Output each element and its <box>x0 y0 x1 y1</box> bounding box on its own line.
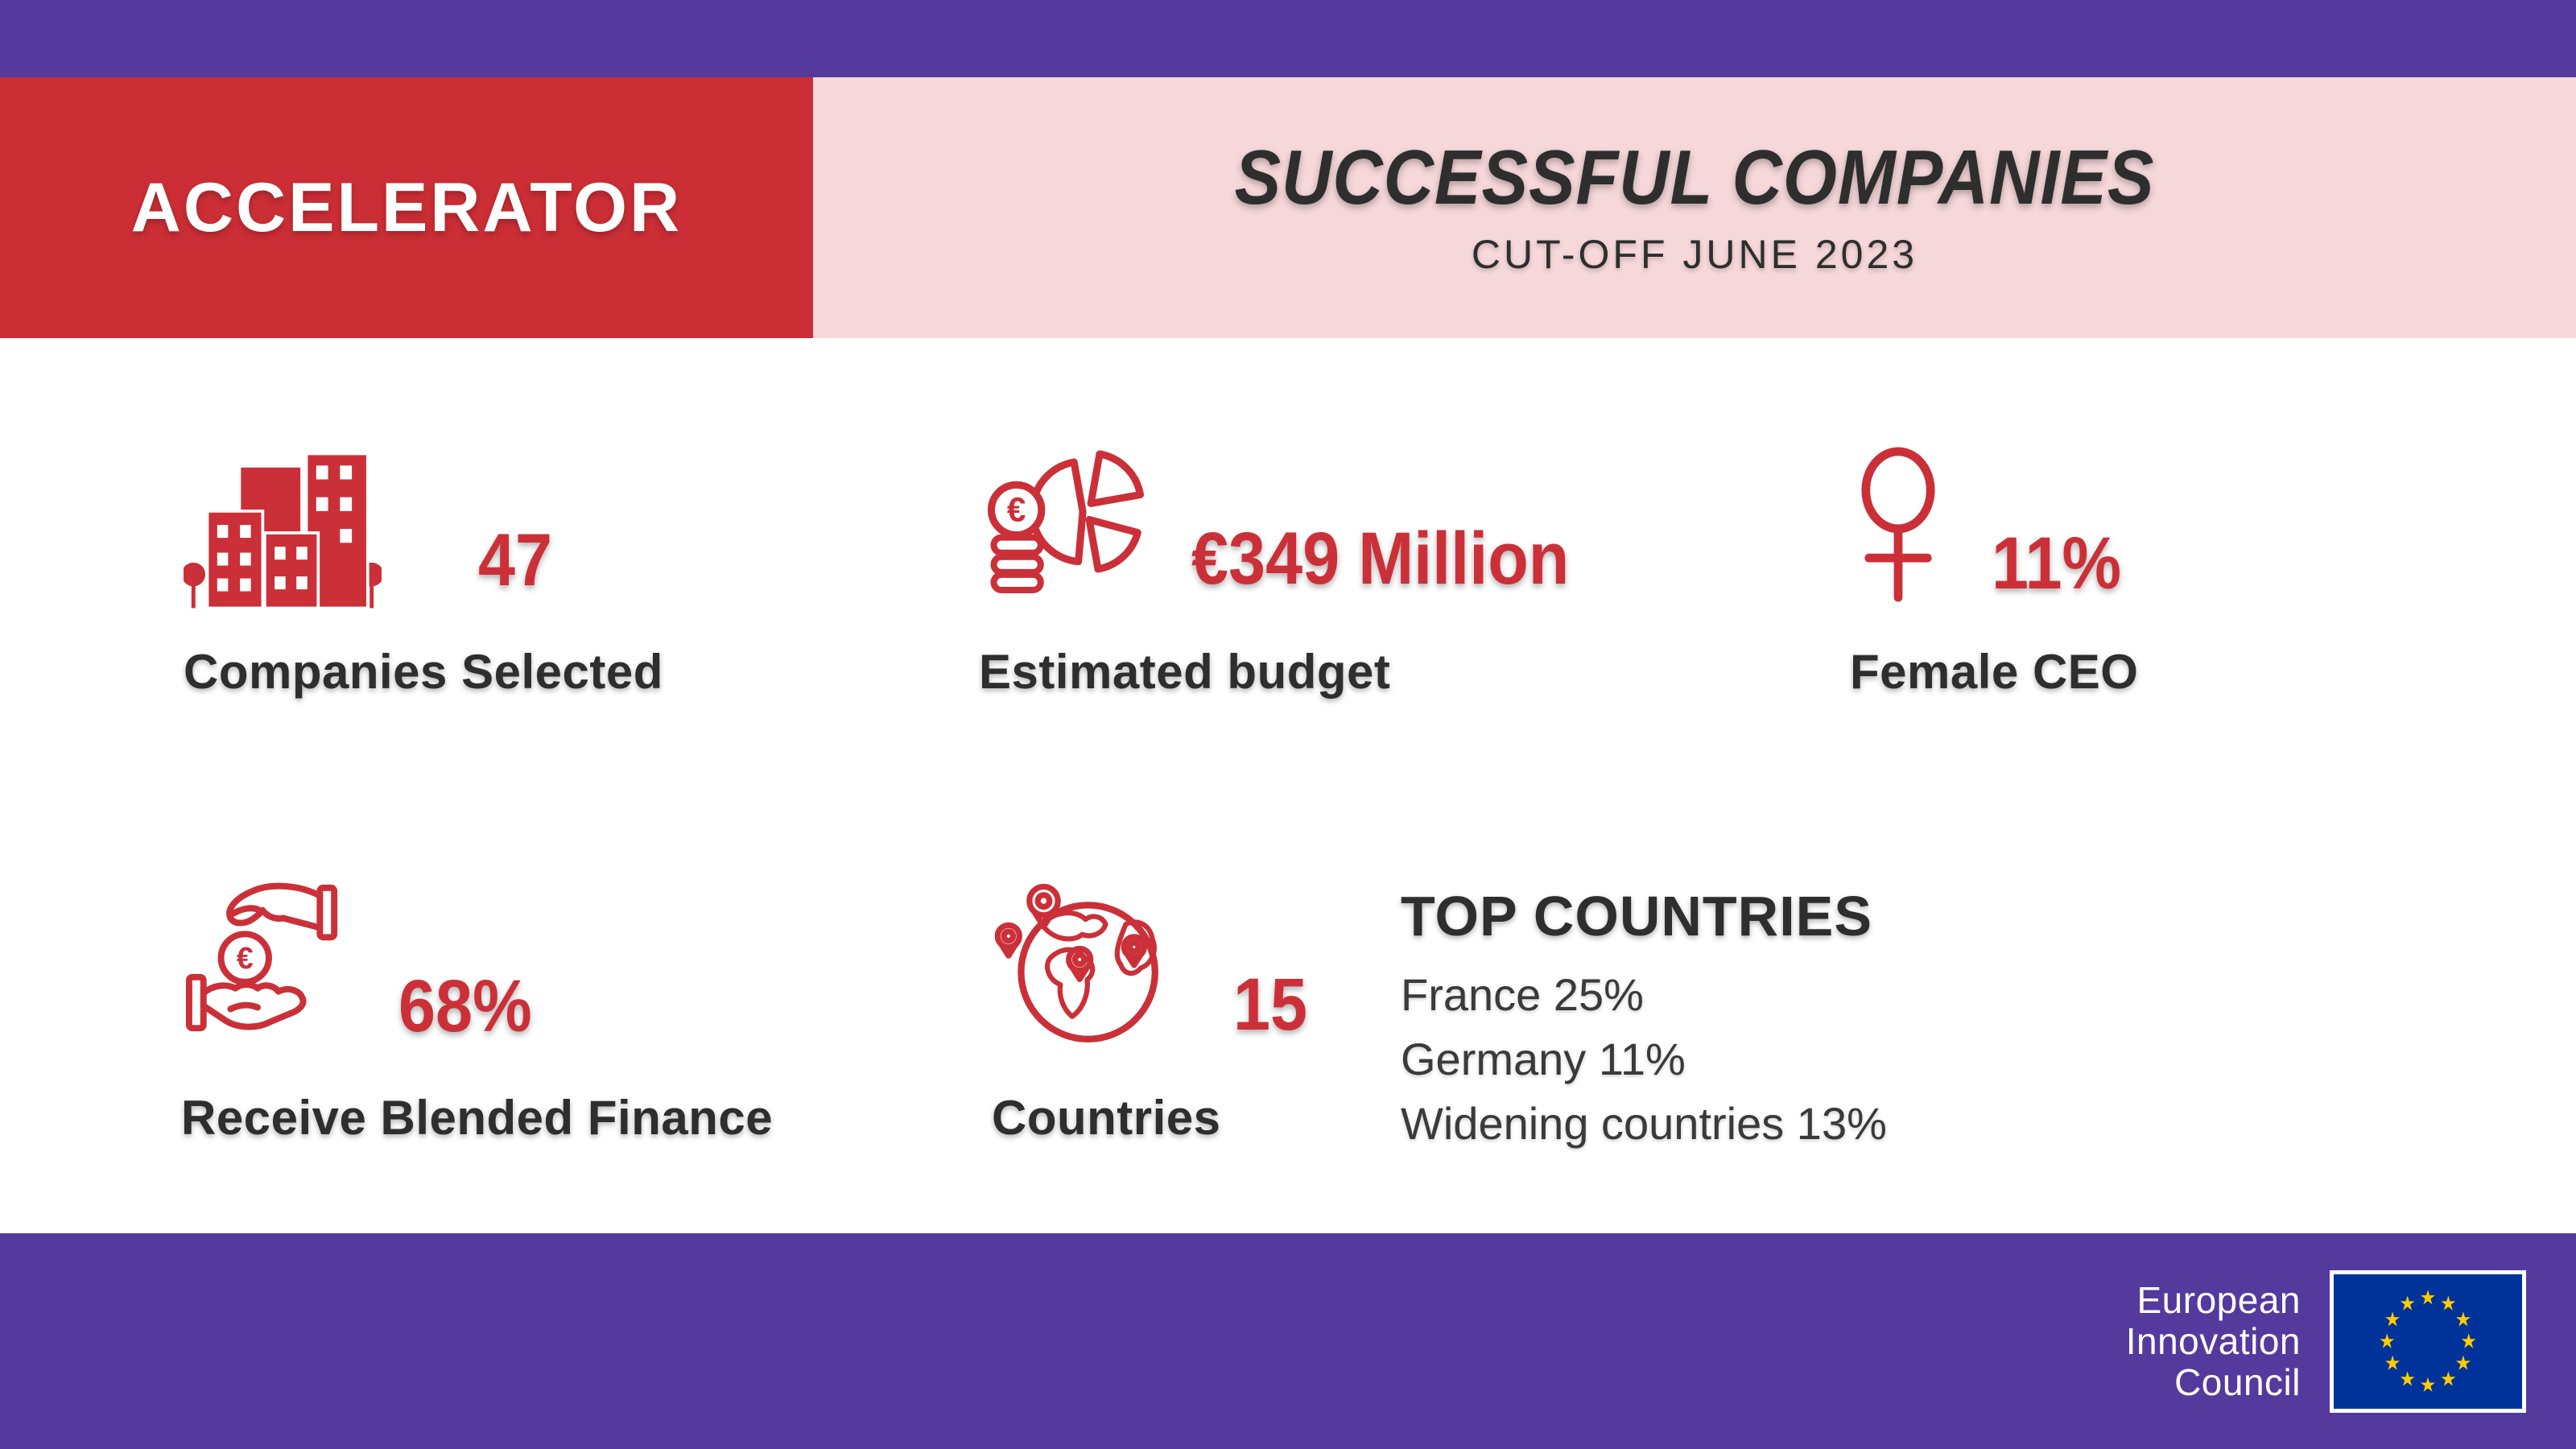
org-line: Innovation <box>2125 1319 2301 1362</box>
stat-top: 11% <box>1850 428 2138 615</box>
top-country-item: France 25% <box>1401 968 1644 1020</box>
footer: European Innovation Council <box>0 1233 2576 1449</box>
stat-top: 15 <box>992 873 1315 1045</box>
eu-flag-icon <box>2334 1274 2522 1409</box>
page-subtitle: CUT-OFF JUNE 2023 <box>1471 232 1918 278</box>
hands-euro-icon: € <box>185 882 338 1032</box>
svg-text:€: € <box>237 941 254 975</box>
svg-text:€: € <box>1007 491 1026 529</box>
stat-estimated-budget: € €349 Million Estimated budget <box>979 428 1612 700</box>
stat-label: Female CEO <box>1850 645 2139 699</box>
top-countries-heading: TOP COUNTRIES <box>1401 885 1873 947</box>
org-name: European Innovation Council <box>2125 1278 2301 1403</box>
stat-countries: 15 Countries <box>992 873 1315 1146</box>
stat-female-ceo: 11% Female CEO <box>1850 428 2138 700</box>
stat-companies-selected: 47 Companies Selected <box>184 428 663 700</box>
stat-top: 47 <box>184 428 663 615</box>
eu-flag <box>2330 1269 2526 1413</box>
program-title: ACCELERATOR <box>130 169 683 246</box>
stat-top: € €349 Million <box>979 428 1612 615</box>
stat-label: Receive Blended Finance <box>181 1091 774 1145</box>
top-country-item: Germany 11% <box>1401 1033 1686 1084</box>
header: ACCELERATOR SUCCESSFUL COMPANIES CUT-OFF… <box>0 77 2576 338</box>
globe-pins-icon <box>994 883 1158 1042</box>
stat-label: Countries <box>992 1091 1221 1145</box>
stat-value: 68% <box>398 965 532 1048</box>
stat-label: Companies Selected <box>184 645 663 699</box>
top-country-item: Widening countries 13% <box>1401 1097 1887 1149</box>
top-accent-bar <box>0 0 2576 77</box>
stat-value: 11% <box>1992 522 2122 605</box>
stat-top: € 68% <box>181 873 773 1045</box>
stat-blended-finance: € 68% Receive Blended Finance <box>181 873 773 1146</box>
stat-value: 47 <box>478 519 553 602</box>
stat-label: Estimated budget <box>979 645 1391 699</box>
org-line: Council <box>2174 1360 2301 1403</box>
program-banner: ACCELERATOR <box>0 77 813 338</box>
stat-value: 15 <box>1233 964 1308 1046</box>
org-line: European <box>2136 1278 2301 1321</box>
pie-euro-icon: € <box>987 450 1145 593</box>
female-symbol-icon <box>1861 447 1935 602</box>
stat-value: €349 Million <box>1191 518 1570 601</box>
top-countries-block: TOP COUNTRIES France 25% Germany 11% Wid… <box>1401 886 1887 1155</box>
buildings-icon <box>184 452 382 610</box>
header-title-block: SUCCESSFUL COMPANIES CUT-OFF JUNE 2023 <box>813 77 2576 338</box>
page-title: SUCCESSFUL COMPANIES <box>1234 134 2155 221</box>
